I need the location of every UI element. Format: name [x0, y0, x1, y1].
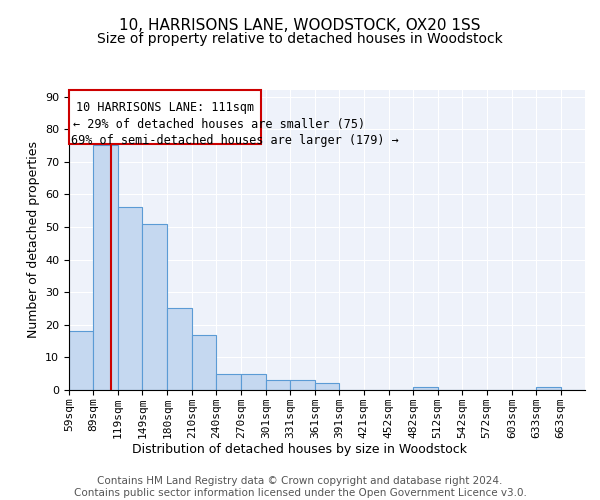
Bar	[69, 90, 261, 144]
Bar	[290, 380, 315, 390]
Text: Size of property relative to detached houses in Woodstock: Size of property relative to detached ho…	[97, 32, 503, 46]
Text: 10 HARRISONS LANE: 111sqm: 10 HARRISONS LANE: 111sqm	[76, 102, 254, 114]
Text: 69% of semi-detached houses are larger (179) →: 69% of semi-detached houses are larger (…	[71, 134, 398, 147]
Bar	[266, 380, 290, 390]
Bar	[118, 208, 142, 390]
Bar	[315, 384, 339, 390]
Text: ← 29% of detached houses are smaller (75): ← 29% of detached houses are smaller (75…	[73, 118, 365, 130]
Bar	[167, 308, 192, 390]
Bar	[413, 386, 437, 390]
Bar	[536, 386, 560, 390]
Bar	[241, 374, 266, 390]
Text: Contains HM Land Registry data © Crown copyright and database right 2024.: Contains HM Land Registry data © Crown c…	[97, 476, 503, 486]
Bar	[69, 332, 94, 390]
Text: Distribution of detached houses by size in Woodstock: Distribution of detached houses by size …	[133, 442, 467, 456]
Bar	[192, 334, 217, 390]
Bar	[142, 224, 167, 390]
Y-axis label: Number of detached properties: Number of detached properties	[26, 142, 40, 338]
Text: Contains public sector information licensed under the Open Government Licence v3: Contains public sector information licen…	[74, 488, 526, 498]
Bar	[217, 374, 241, 390]
Text: 10, HARRISONS LANE, WOODSTOCK, OX20 1SS: 10, HARRISONS LANE, WOODSTOCK, OX20 1SS	[119, 18, 481, 32]
Bar	[94, 146, 118, 390]
